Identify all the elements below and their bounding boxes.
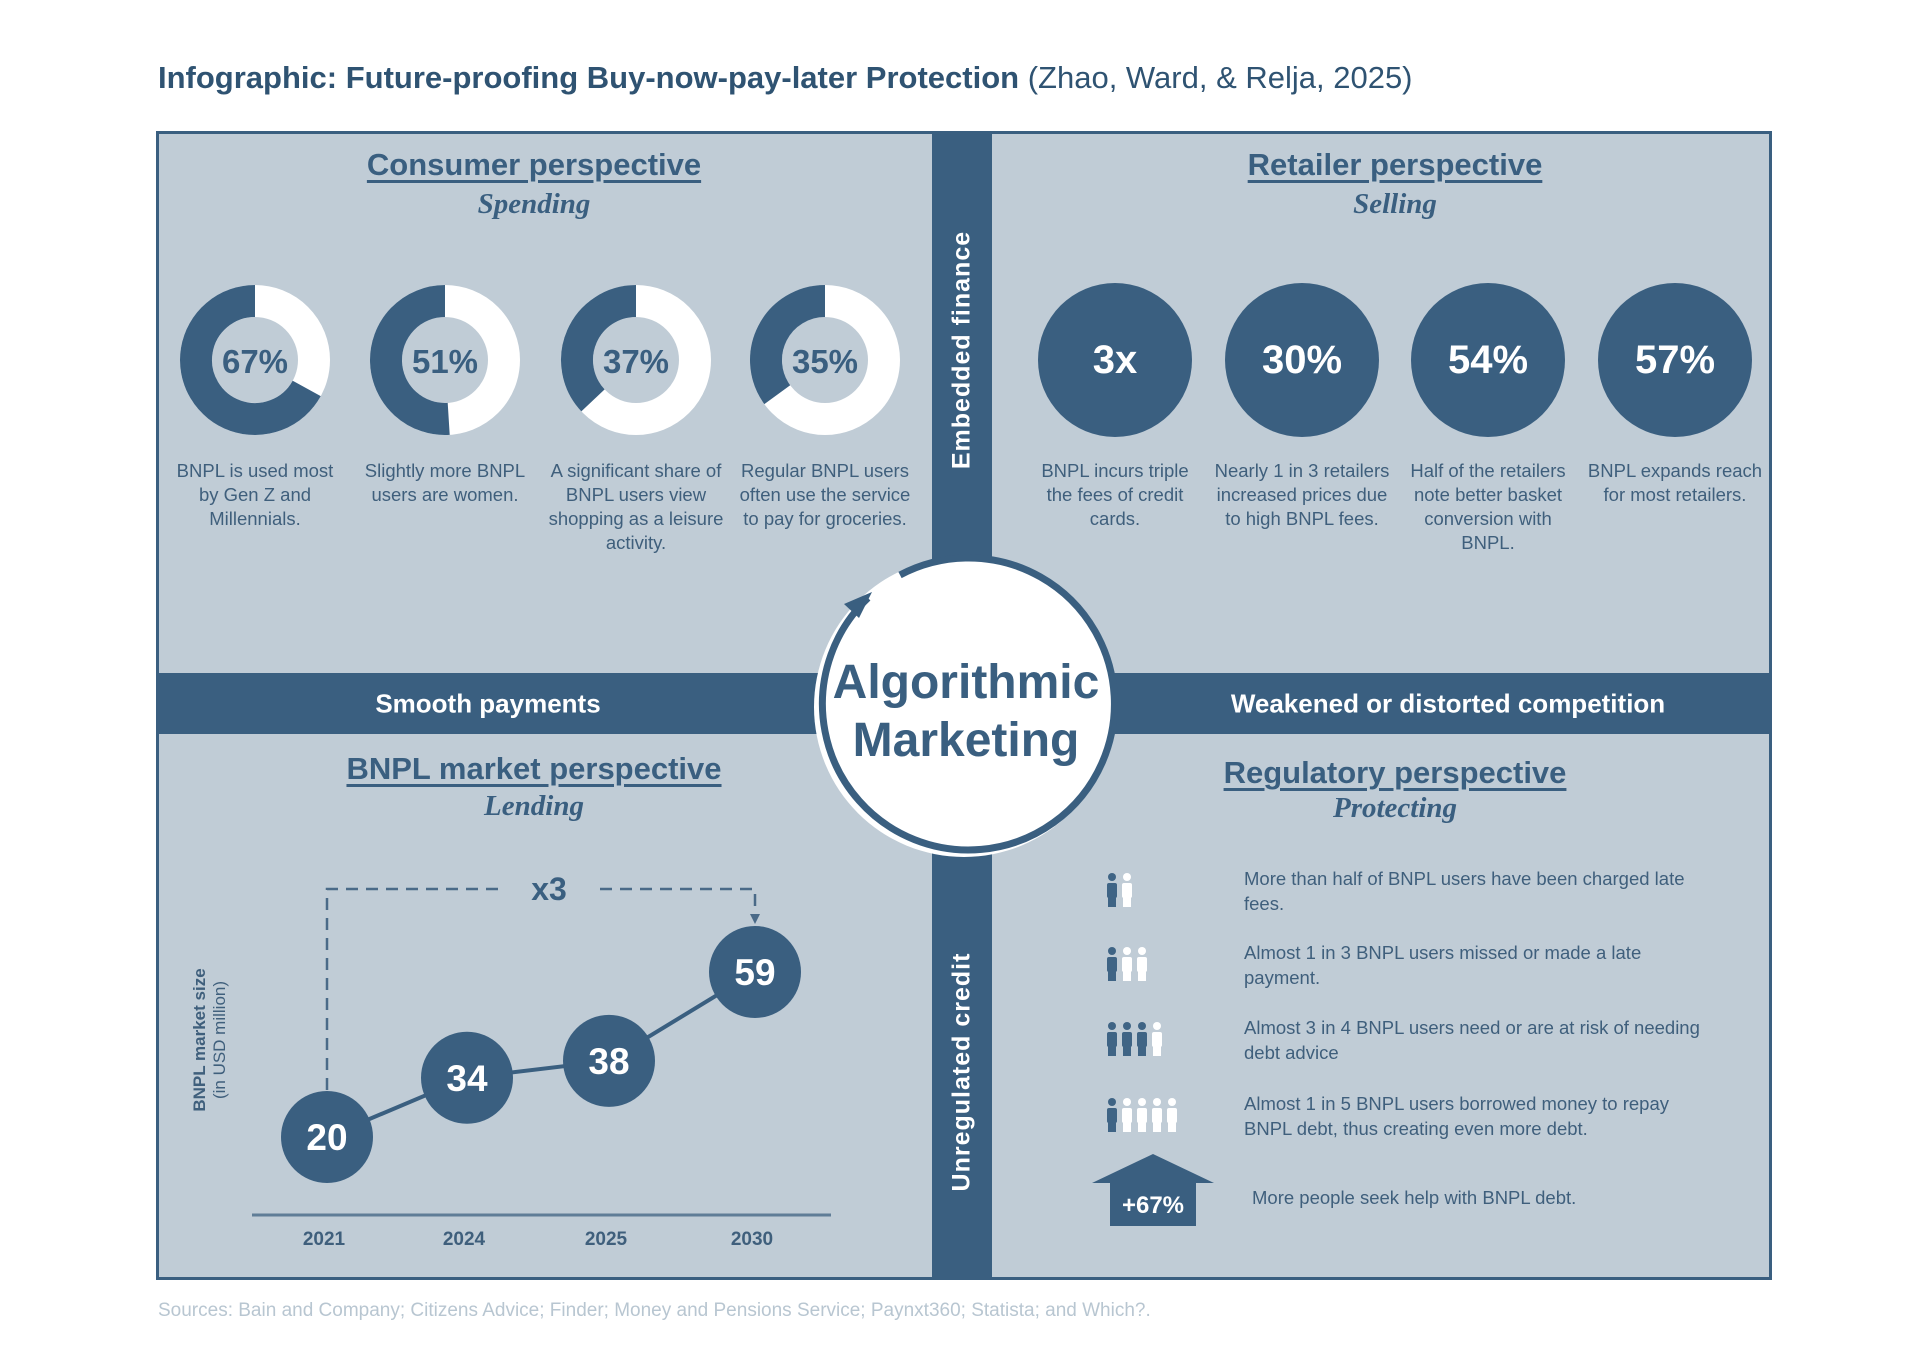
person-icon: [1107, 947, 1117, 981]
retailer-heading: Retailer perspective: [1247, 147, 1543, 182]
data-point-label: 38: [588, 1041, 629, 1082]
donut-percent-label: 35%: [791, 343, 859, 380]
market-subheading: Lending: [484, 790, 584, 822]
retailer-stat-circle: 54%: [1411, 283, 1565, 437]
person-icon: [1122, 1098, 1132, 1132]
retailer-stat-circle: 30%: [1225, 283, 1379, 437]
retailer-stat-description: Nearly 1 in 3 retailers increased prices…: [1214, 460, 1390, 529]
consumer-stat-description: Regular BNPL users often use the service…: [739, 460, 911, 529]
person-icon: [1122, 947, 1132, 981]
data-point-label: 20: [306, 1117, 347, 1158]
donut-percent-label: 37%: [602, 343, 670, 380]
person-icon: [1152, 1022, 1162, 1056]
regulatory-item-text: More than half of BNPL users have been c…: [1244, 868, 1685, 914]
center-line-1: Algorithmic: [832, 656, 1100, 709]
data-point-label: 34: [446, 1058, 488, 1099]
retailer-stat-circle: 57%: [1598, 283, 1752, 437]
market-heading: BNPL market perspective: [346, 751, 722, 786]
center-title: Algorithmic Marketing: [833, 654, 1100, 770]
person-icon: [1107, 1022, 1117, 1056]
x-tick-label: 2021: [302, 1229, 346, 1250]
page-title: Infographic: Future-proofing Buy-now-pay…: [158, 60, 1413, 96]
person-icon: [1137, 947, 1147, 981]
growth-annotation: x3: [531, 871, 567, 907]
increase-text: More people seek help with BNPL debt.: [1252, 1187, 1577, 1208]
donut-chart: [561, 285, 711, 435]
person-icon: [1107, 873, 1117, 907]
up-arrow-icon: [1092, 1154, 1214, 1226]
connector-left-label: Smooth payments: [375, 688, 601, 719]
donut-percent-label: 51%: [411, 343, 479, 380]
data-point: [421, 1031, 513, 1124]
center-line-2: Marketing: [852, 714, 1080, 767]
data-point: [709, 926, 801, 1018]
growth-arrowhead-icon: [750, 914, 760, 924]
retailer-stat-description: Half of the retailers note better basket…: [1410, 460, 1566, 553]
person-icon: [1122, 873, 1132, 907]
data-point: [281, 1091, 373, 1183]
title-citation: (Zhao, Ward, & Relja, 2025): [1027, 60, 1413, 95]
person-icon: [1137, 1098, 1147, 1132]
donut-value-arc: [561, 285, 637, 412]
data-point-label: 59: [734, 952, 775, 993]
consumer-stat-description: Slightly more BNPL users are women.: [364, 460, 526, 505]
consumer-heading: Consumer perspective: [366, 147, 702, 182]
people-1-of-5-icon: [1107, 1098, 1177, 1132]
retailer-stat-circle: 3x: [1038, 283, 1192, 437]
data-point: [563, 1014, 655, 1107]
retailer-subheading: Selling: [1353, 188, 1437, 220]
market-series-line: [326, 970, 757, 1139]
person-icon: [1152, 1098, 1162, 1132]
person-icon: [1122, 1022, 1132, 1056]
donut-value-arc: [370, 285, 450, 435]
regulatory-item-text: Almost 1 in 5 BNPL users borrowed money …: [1244, 1093, 1670, 1139]
regulatory-subheading: Protecting: [1332, 792, 1458, 824]
person-icon: [1107, 1098, 1117, 1132]
x-tick-label: 2030: [730, 1229, 774, 1250]
donut-chart: [750, 285, 900, 435]
person-icon: [1167, 1098, 1177, 1132]
consumer-stat-description: A significant share of BNPL users view s…: [548, 460, 724, 553]
regulatory-item-text: Almost 3 in 4 BNPL users need or are at …: [1244, 1017, 1700, 1063]
sources-note: Sources: Bain and Company; Citizens Advi…: [158, 1300, 1151, 1321]
people-1-of-3-icon: [1107, 947, 1147, 981]
donut-value-arc: [750, 285, 826, 405]
consumer-subheading: Spending: [477, 188, 591, 220]
growth-bracket: [325, 887, 757, 1090]
retailer-stat-description: BNPL expands reach for most retailers.: [1587, 460, 1763, 505]
people-1-of-2-icon: [1107, 873, 1132, 907]
x-tick-label: 2025: [584, 1229, 628, 1250]
regulatory-heading: Regulatory perspective: [1223, 755, 1567, 790]
person-icon: [1137, 1022, 1147, 1056]
donut-chart: [370, 285, 520, 435]
increase-label: +67%: [1121, 1192, 1185, 1219]
people-3-of-4-icon: [1107, 1022, 1162, 1056]
donut-value-arc: [180, 285, 321, 435]
regulatory-item-text: Almost 1 in 3 BNPL users missed or made …: [1244, 942, 1642, 988]
donut-chart: [180, 285, 330, 435]
connector-right-label: Weakened or distorted competition: [1230, 688, 1666, 719]
consumer-stat-description: BNPL is used most by Gen Z and Millennia…: [176, 460, 334, 529]
donut-percent-label: 67%: [221, 343, 289, 380]
x-tick-label: 2024: [442, 1229, 486, 1250]
title-main: Infographic: Future-proofing Buy-now-pay…: [158, 60, 1020, 95]
retailer-stat-description: BNPL incurs triple the fees of credit ca…: [1041, 460, 1189, 529]
